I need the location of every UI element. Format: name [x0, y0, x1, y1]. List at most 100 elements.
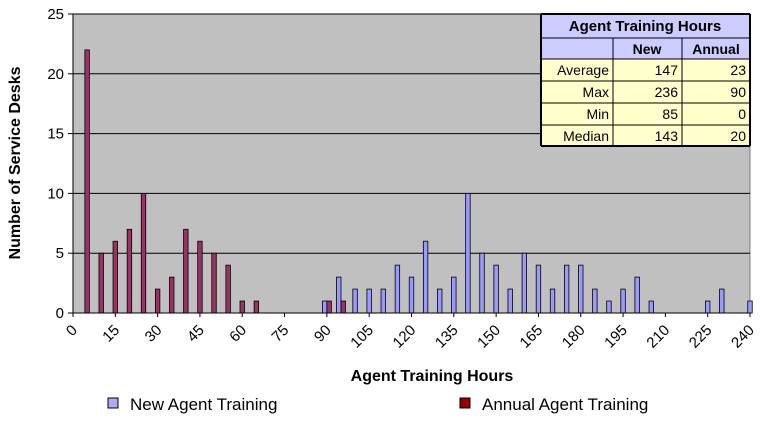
bar-annual-agent [211, 252, 217, 314]
bar-annual-agent [140, 192, 147, 314]
x-tick-label: 135 [432, 322, 462, 352]
bar-new-agent [366, 288, 372, 314]
legend-label-annual: Annual Agent Training [482, 395, 648, 414]
bar-new-agent [620, 288, 626, 314]
y-tick-label: 25 [47, 6, 64, 23]
bar-new-agent [321, 300, 328, 314]
bar-new-agent [578, 264, 584, 314]
x-axis-title: Agent Training Hours [351, 368, 514, 385]
y-tick-label: 15 [47, 126, 64, 143]
table-cell-annual: 20 [730, 128, 746, 144]
table-row: Median 143 20 [563, 128, 746, 144]
x-tick-label: 180 [559, 322, 589, 352]
bar-new-agent [521, 252, 527, 314]
bar-annual-agent [84, 49, 90, 314]
table-cell-new: 147 [655, 62, 679, 78]
bar-new-agent [493, 264, 499, 314]
legend-label-new: New Agent Training [130, 395, 277, 414]
bars [84, 49, 753, 314]
x-tick-label: 150 [474, 322, 504, 352]
x-tick-label: 210 [643, 322, 673, 352]
bar-new-agent [408, 276, 415, 314]
bar-annual-agent [126, 228, 133, 314]
x-tick-label: 75 [269, 322, 293, 346]
bar-annual-agent [225, 264, 231, 314]
x-tick-label: 30 [142, 322, 166, 346]
x-tick-labels: 0 15 30 45 60 75 90 105 120 135 150 165 180 195 210 225… [63, 313, 758, 352]
bar-annual-agent [253, 300, 260, 314]
bar-new-agent [394, 264, 401, 314]
bar-new-agent [606, 300, 612, 314]
legend: New Agent Training Annual Agent Training [107, 395, 648, 414]
bar-new-agent [352, 288, 358, 314]
bar-new-agent [719, 288, 725, 314]
table-row-label: Median [563, 128, 609, 144]
table-title-bg [541, 14, 750, 38]
table-cell-new: 236 [655, 84, 679, 100]
table-row: Average 147 23 [557, 62, 746, 78]
bar-new-agent [705, 300, 711, 314]
x-tick-label: 165 [517, 322, 547, 352]
bar-new-agent [422, 240, 429, 314]
table-header-new: New [633, 41, 662, 57]
x-tick-label: 15 [99, 322, 123, 346]
table-row-label: Max [583, 84, 609, 100]
bar-new-agent [451, 276, 457, 314]
table-row-label: Min [586, 106, 609, 122]
bar-new-agent [563, 264, 570, 314]
bar-new-agent [336, 276, 342, 314]
x-tick-label: 90 [311, 322, 335, 346]
x-tick-label: 240 [728, 322, 758, 352]
bar-new-agent [549, 288, 556, 314]
table-row: Min 85 0 [586, 106, 746, 122]
y-tick-label: 20 [47, 66, 64, 83]
legend-swatch-annual [459, 397, 471, 409]
table-title: Agent Training Hours [569, 18, 722, 35]
y-axis-title: Number of Service Desks [7, 66, 24, 259]
table-cell-annual: 90 [730, 84, 746, 100]
bar-new-agent [479, 252, 485, 314]
bar-annual-agent [340, 300, 346, 314]
x-tick-label: 60 [226, 322, 250, 346]
table-cell-annual: 0 [738, 106, 746, 122]
bar-annual-agent [154, 288, 161, 314]
table-gridlines [540, 13, 751, 147]
table-cell-annual: 23 [730, 62, 746, 78]
y-tick-label: 0 [56, 305, 64, 322]
table-rows: Average 147 23 Max 236 90 Min 85 0 Median 143 20 [557, 62, 746, 144]
bar-new-agent [465, 192, 471, 314]
table-header-annual: Annual [692, 41, 739, 57]
bar-annual-agent [112, 240, 118, 314]
table-header-bg [541, 38, 750, 59]
bar-annual-agent [183, 228, 189, 314]
table-cell-new: 143 [655, 128, 679, 144]
bar-new-agent [592, 288, 598, 314]
bar-annual-agent [98, 252, 104, 314]
bar-new-agent [634, 276, 640, 314]
x-tick-label: 225 [686, 322, 716, 352]
legend-swatch-new [107, 397, 119, 409]
bar-new-agent [747, 300, 753, 314]
bar-annual-agent [239, 300, 245, 314]
x-tick-label: 120 [390, 322, 420, 352]
table-cell-new: 85 [662, 106, 678, 122]
bar-new-agent [380, 288, 386, 314]
bar-new-agent [648, 300, 654, 314]
bar-annual-agent [169, 276, 175, 314]
bar-new-agent [507, 288, 513, 314]
bar-new-agent [437, 288, 443, 314]
y-tick-label: 5 [56, 245, 64, 262]
y-tick-label: 10 [47, 185, 64, 202]
table-row: Max 236 90 [583, 84, 747, 100]
y-tick-labels: 0 5 10 15 20 25 [47, 6, 73, 322]
x-tick-label: 105 [347, 322, 377, 352]
x-tick-label: 0 [63, 322, 81, 340]
x-tick-label: 195 [601, 322, 631, 352]
table-row-label: Average [557, 62, 609, 78]
x-tick-label: 45 [184, 322, 208, 346]
bar-annual-agent [197, 240, 203, 314]
summary-table: Agent Training Hours New Annual Average 1… [540, 13, 751, 147]
bar-new-agent [535, 264, 542, 314]
bar-annual-agent [326, 300, 332, 314]
